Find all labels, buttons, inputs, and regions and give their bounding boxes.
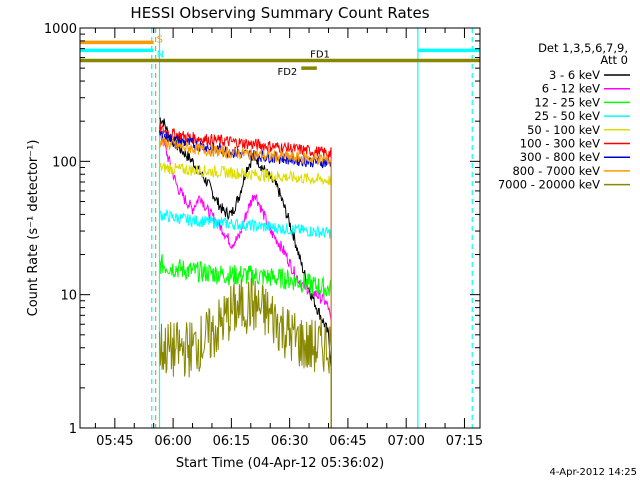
series-line-0 <box>159 117 332 428</box>
flag-label-fd1: FD1 <box>310 50 330 61</box>
legend-label: 800 - 7000 keV <box>512 164 600 178</box>
plot-frame <box>79 27 481 429</box>
series-line-2 <box>159 254 332 428</box>
x-tick-label: 07:15 <box>446 434 483 449</box>
series-line-4 <box>159 162 332 428</box>
y-tick-label: 1 <box>69 422 77 437</box>
flag-label-s: S <box>157 34 163 45</box>
x-axis-label: Start Time (04-Apr-12 05:36:02) <box>176 456 384 471</box>
y-tick-label: 1000 <box>44 22 77 37</box>
legend-label: 12 - 25 keV <box>534 95 600 109</box>
legend-label: 3 - 6 keV <box>549 68 600 82</box>
series-lines <box>159 117 332 428</box>
y-tick-label: 10 <box>60 289 77 304</box>
x-tick-label: 06:30 <box>271 434 308 449</box>
legend-label: 50 - 100 keV <box>527 123 600 137</box>
series-line-3 <box>159 208 332 428</box>
flag-label-n: N <box>157 49 164 60</box>
x-tick-label: 06:00 <box>154 434 191 449</box>
legend-label: 25 - 50 keV <box>534 109 600 123</box>
series-line-7 <box>159 136 332 428</box>
y-axis: 1 10 100 1000 <box>44 22 480 437</box>
legend-label: 6 - 12 keV <box>542 82 600 96</box>
legend-label: 300 - 800 keV <box>520 150 600 164</box>
night-markers <box>151 28 473 428</box>
series-line-1 <box>159 131 332 428</box>
y-axis-label: Count Rate (s⁻¹ detector⁻¹) <box>26 140 41 317</box>
legend-label: 7000 - 20000 keV <box>498 178 600 192</box>
x-tick-label: 06:45 <box>329 434 366 449</box>
footer-date: 4-Apr-2012 14:25 <box>550 467 637 478</box>
y-tick-label: 100 <box>52 155 77 170</box>
legend-label: 100 - 300 keV <box>520 137 600 151</box>
flag-label-fd2: FD2 <box>277 67 297 78</box>
series-line-5 <box>159 123 332 428</box>
x-tick-label: 07:00 <box>387 434 424 449</box>
x-tick-label: 05:45 <box>96 434 133 449</box>
legend-header: Att 0 <box>600 53 628 67</box>
flag-bars: SN FD1 FD2 <box>80 34 480 78</box>
series-line-8 <box>159 277 332 428</box>
x-axis: 05:45 06:00 06:15 06:30 06:45 07:00 07:15 <box>94 28 483 449</box>
legend-header: Det 1,3,5,6,7,9, <box>538 41 628 55</box>
chart-title: HESSI Observing Summary Count Rates <box>130 4 429 22</box>
x-tick-label: 06:15 <box>213 434 250 449</box>
